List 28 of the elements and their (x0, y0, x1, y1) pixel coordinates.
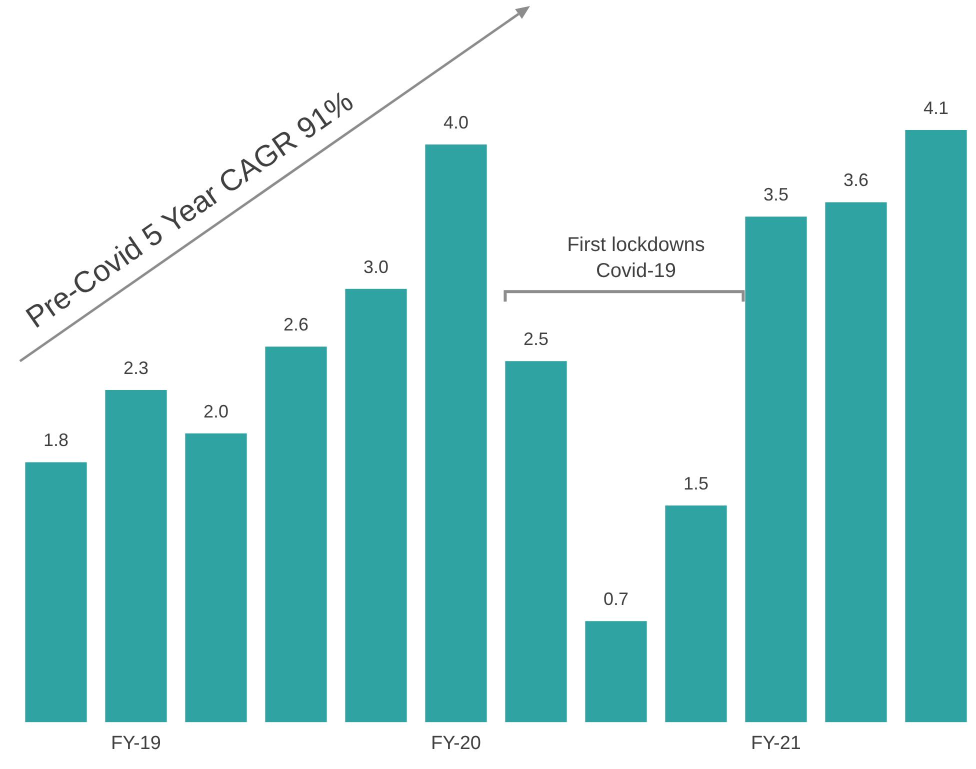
bar (25, 462, 87, 722)
data-label: 2.3 (123, 358, 149, 378)
x-tick-label: FY-19 (111, 732, 161, 754)
data-label: 1.5 (683, 474, 709, 494)
data-label: 3.5 (763, 184, 789, 205)
bar (265, 346, 327, 722)
bar (505, 361, 567, 722)
data-label: 2.0 (203, 401, 229, 422)
bar (825, 202, 887, 722)
bar (185, 433, 247, 722)
bar (425, 144, 487, 722)
annotation: First lockdowns Covid-19 (567, 234, 705, 282)
data-label: 3.6 (843, 170, 869, 190)
data-label: 3.0 (363, 256, 389, 277)
bar (745, 216, 807, 722)
data-label: 1.8 (43, 430, 69, 450)
x-tick-label: FY-20 (431, 732, 481, 754)
bar (105, 390, 167, 722)
bar (585, 621, 647, 722)
data-label: 2.5 (523, 329, 549, 350)
bar (905, 130, 967, 722)
x-tick-label: FY-21 (751, 732, 801, 754)
bar (345, 288, 407, 722)
data-label: 2.6 (283, 314, 309, 335)
data-label: 4.0 (443, 112, 469, 132)
data-label: 0.7 (603, 589, 629, 610)
data-label: 4.1 (923, 98, 949, 118)
bar (665, 506, 727, 722)
